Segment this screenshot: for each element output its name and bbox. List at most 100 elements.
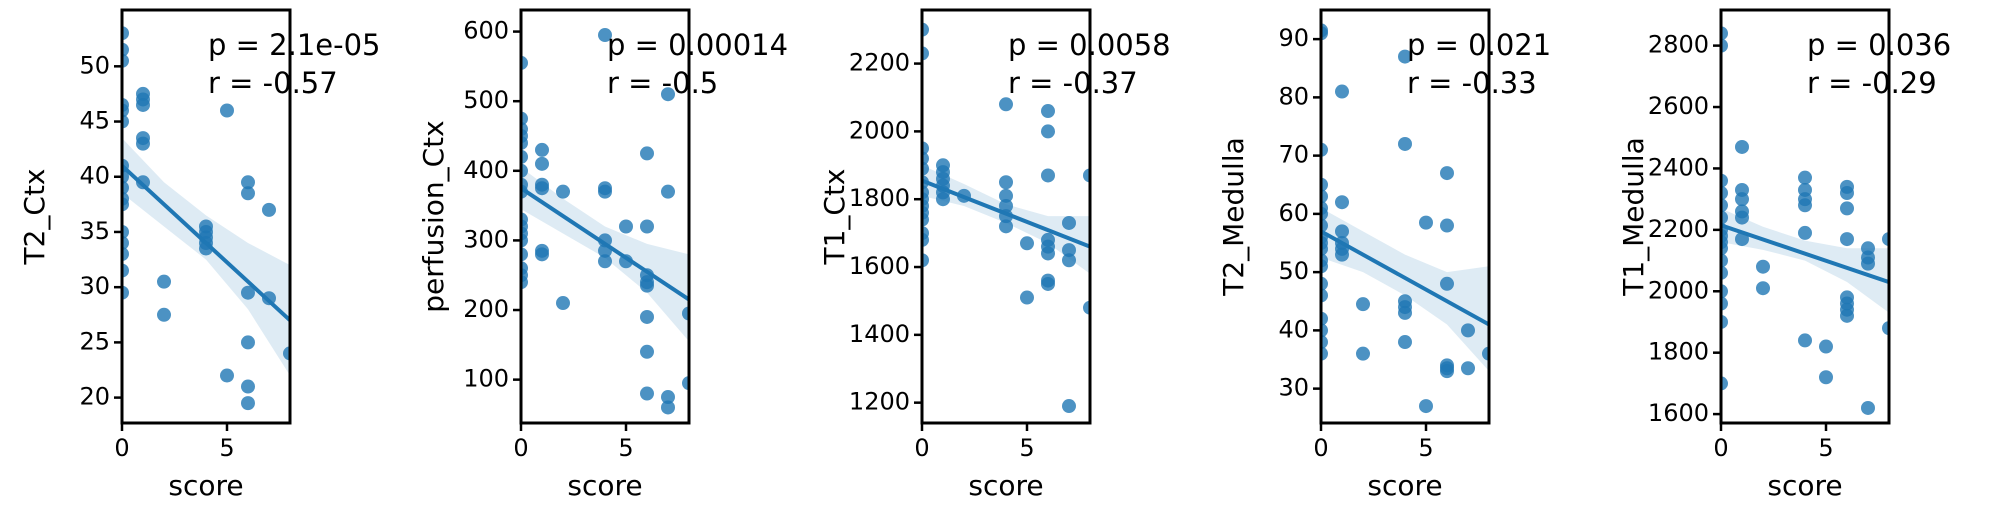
point xyxy=(999,198,1013,213)
annotation: r = -0.57 xyxy=(208,66,338,100)
point xyxy=(122,197,129,212)
point xyxy=(556,296,570,311)
y-tick-label: 1600 xyxy=(849,252,910,280)
point xyxy=(157,274,171,289)
point xyxy=(122,114,129,129)
point xyxy=(1840,186,1854,201)
point xyxy=(1798,333,1812,348)
point xyxy=(1861,400,1875,415)
x-axis-label: score xyxy=(1767,469,1842,502)
y-tick-label: 70 xyxy=(1278,141,1309,169)
panel: 100 200 300 400 500 600 0 5 score perfusion_Ctx p … xyxy=(417,8,788,502)
y-axis-label: T1_Medulla xyxy=(1617,137,1650,297)
regression-line xyxy=(1321,229,1489,327)
point xyxy=(922,253,929,268)
point xyxy=(136,97,150,112)
point xyxy=(1419,399,1433,414)
point xyxy=(1840,201,1854,216)
axes-frame xyxy=(1719,8,1891,425)
point xyxy=(122,42,129,57)
point xyxy=(157,307,171,322)
y-axis-label: T2_Ctx xyxy=(18,168,51,265)
confidence-band xyxy=(122,138,290,376)
panel: 1600 1800 2000 2200 2400 2600 2800 0 5 score T1_Me… xyxy=(1617,8,1951,502)
point xyxy=(1041,246,1055,261)
point xyxy=(922,232,929,247)
y-tick-label: 2600 xyxy=(1648,92,1709,120)
point xyxy=(1721,173,1728,188)
annotation: r = -0.33 xyxy=(1407,66,1537,100)
point xyxy=(521,163,528,178)
point xyxy=(922,22,929,37)
point xyxy=(1721,26,1728,41)
point xyxy=(661,184,675,199)
axes-frame xyxy=(120,8,292,425)
point xyxy=(122,236,129,251)
point xyxy=(640,309,654,324)
point xyxy=(1321,189,1328,204)
point xyxy=(640,344,654,359)
point xyxy=(1756,281,1770,296)
point xyxy=(283,346,290,361)
x-axis-label: score xyxy=(1367,469,1442,502)
point xyxy=(220,368,234,383)
y-tick-label: 200 xyxy=(463,295,509,323)
point xyxy=(1041,168,1055,183)
point xyxy=(535,181,549,196)
point xyxy=(1335,84,1349,99)
point xyxy=(1861,256,1875,271)
panel: 1200 1400 1600 1800 2000 2200 0 5 score T1_Ctx p =… xyxy=(818,8,1171,502)
point xyxy=(1321,206,1328,221)
y-tick-label: 2000 xyxy=(849,116,910,144)
point xyxy=(1735,192,1749,207)
y-axis-label: perfusion_Ctx xyxy=(417,120,450,312)
point xyxy=(1321,218,1328,233)
y-tick-label: 2400 xyxy=(1648,153,1709,181)
point xyxy=(1335,195,1349,210)
point xyxy=(1440,218,1454,233)
point xyxy=(241,186,255,201)
y-axis-label: T1_Ctx xyxy=(818,168,851,265)
annotation: p = 0.021 xyxy=(1407,28,1551,62)
point xyxy=(640,219,654,234)
point xyxy=(682,306,689,321)
point xyxy=(1798,170,1812,185)
point xyxy=(1721,376,1728,391)
point xyxy=(1020,236,1034,251)
y-tick-label: 40 xyxy=(79,162,110,190)
regression-line xyxy=(922,178,1090,249)
y-tick-label: 40 xyxy=(1278,315,1309,343)
y-tick-label: 30 xyxy=(79,272,110,300)
point xyxy=(1321,142,1328,157)
x-axis-label: score xyxy=(968,469,1043,502)
point xyxy=(1721,296,1728,311)
point xyxy=(1482,346,1489,361)
point xyxy=(1321,276,1328,291)
point xyxy=(1062,243,1076,258)
y-tick-label: 2000 xyxy=(1648,276,1709,304)
y-tick-label: 1400 xyxy=(849,320,910,348)
point xyxy=(1398,335,1412,350)
point xyxy=(1321,335,1328,350)
x-tick-label: 0 xyxy=(114,434,129,462)
x-tick-label: 0 xyxy=(513,434,528,462)
point xyxy=(1419,215,1433,230)
point xyxy=(1882,321,1889,336)
point xyxy=(1356,346,1370,361)
point xyxy=(1798,225,1812,240)
y-tick-label: 2200 xyxy=(1648,215,1709,243)
y-tick-label: 1800 xyxy=(1648,338,1709,366)
axes-frame xyxy=(1319,8,1491,425)
point xyxy=(1721,253,1728,268)
point xyxy=(1461,323,1475,338)
y-tick-label: 1600 xyxy=(1648,399,1709,427)
point xyxy=(241,396,255,411)
point xyxy=(1721,186,1728,201)
point xyxy=(1321,177,1328,192)
point xyxy=(640,146,654,161)
panel: 30 40 50 60 70 80 90 0 5 score T2_Medulla p = 0.021… xyxy=(1217,8,1551,502)
point xyxy=(1735,210,1749,225)
point xyxy=(999,188,1013,203)
point xyxy=(521,149,528,164)
confidence-band xyxy=(1321,208,1489,372)
